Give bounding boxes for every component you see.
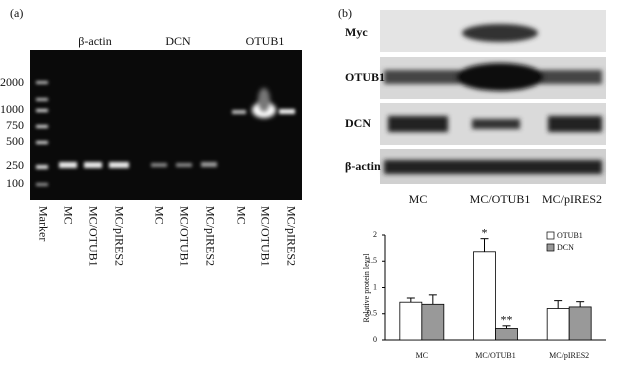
gel [30,50,302,200]
x-tick-label: MC/OTUB1 [475,351,515,360]
bar [473,251,496,341]
y-tick-label: 2 [373,230,377,239]
x-tick-label: MC [416,351,428,360]
lane-label: MC/OTUB1 [258,206,272,267]
blot-label: OTUB1 [345,70,385,84]
y-tick-label: 0 [373,335,377,344]
blot-column-label: MC [409,192,428,206]
y-axis-title: Relative protein level [362,253,371,323]
blot-label: β-actin [345,159,381,173]
lane-group-label: DCN [165,34,191,48]
lane-group-label: OTUB1 [246,34,285,48]
annotation: * [482,225,488,239]
size-marker: 750 [6,118,24,132]
lane-label: MC/OTUB1 [177,206,191,267]
size-marker: 500 [6,134,24,148]
size-marker: 2000 [0,75,24,89]
bar [546,308,570,341]
lane-label: MC [234,206,248,225]
legend-swatch [546,243,555,252]
y-tick-label: 0.5 [367,309,377,318]
y-tick-label: 1 [373,282,377,291]
panel-label: (a) [10,6,23,20]
panel-label: (b) [338,6,352,20]
bar [568,306,592,341]
gel-bands [36,81,295,186]
lane-label: Marker [36,206,50,241]
blot-column-label: MC/OTUB1 [470,192,531,206]
lane-label: MC/pIRES2 [112,206,126,266]
gel-band [258,88,270,112]
blots [380,10,606,184]
blot-label: Myc [345,25,368,39]
blot-label: DCN [345,116,371,130]
lane-label: MC/pIRES2 [203,206,217,266]
size-marker: 250 [6,158,24,172]
annotation: ** [501,313,513,327]
lane-label: MC/pIRES2 [284,206,298,266]
legend-label: DCN [557,243,574,252]
lane-group-label: β-actin [78,34,111,48]
x-tick-label: MC/pIRES2 [549,351,589,360]
size-marker: 1000 [0,102,24,116]
bar [495,328,518,341]
legend-label: OTUB1 [557,231,583,240]
blot-column-label: MC/pIRES2 [542,192,602,206]
legend-swatch [546,231,555,240]
bar [421,303,445,341]
lane-label: MC/OTUB1 [86,206,100,267]
lane-label: MC [61,206,75,225]
bar [399,301,423,341]
size-marker: 100 [6,176,24,190]
lane-label: MC [152,206,166,225]
y-tick-label: 1.5 [367,256,377,265]
